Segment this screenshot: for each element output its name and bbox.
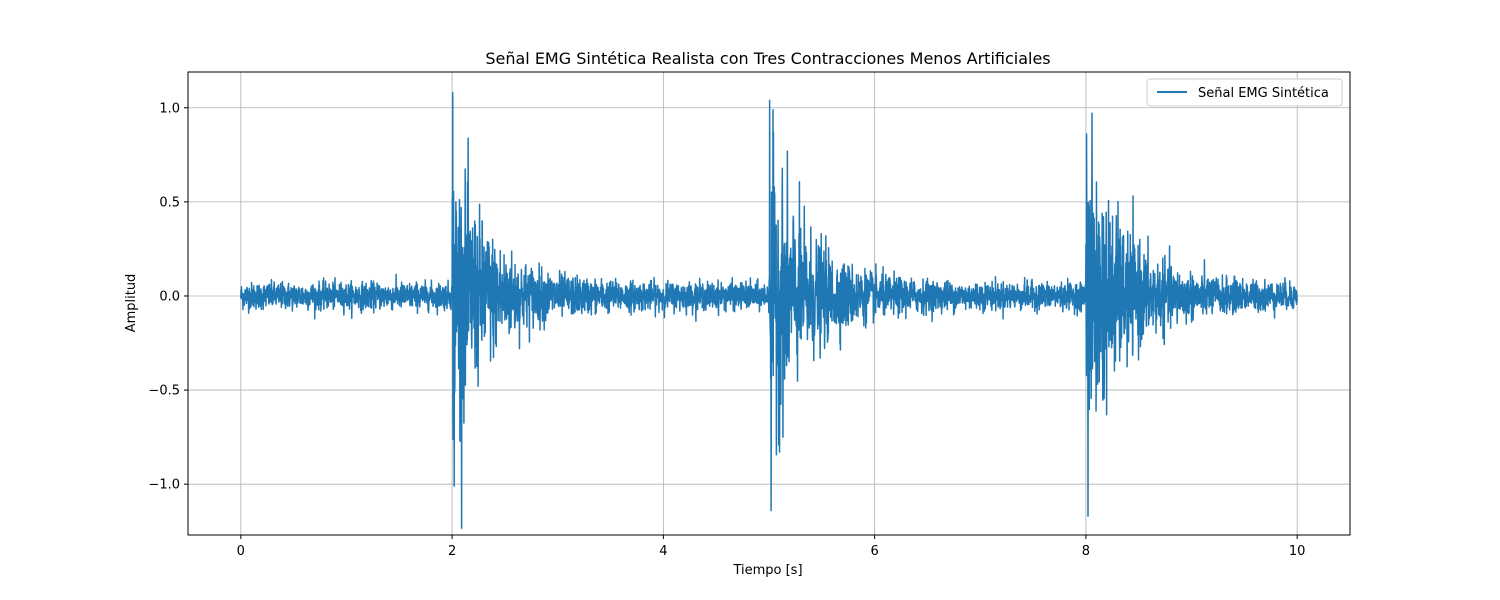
- plot-area: [240, 91, 1298, 529]
- legend-entry-label: Señal EMG Sintética: [1198, 86, 1329, 101]
- x-tick-label: 6: [870, 544, 878, 559]
- axes-frame: [187, 71, 1351, 536]
- legend: Señal EMG Sintética: [1146, 78, 1343, 107]
- chart-title: Señal EMG Sintética Realista con Tres Co…: [485, 49, 1050, 68]
- y-tick-label: 1.0: [159, 101, 180, 116]
- y-tick-label: −1.0: [148, 478, 180, 493]
- y-tick-label: 0.5: [159, 195, 180, 210]
- legend-box: [1146, 78, 1343, 107]
- y-axis-label: Amplitud: [124, 274, 139, 333]
- x-tick-label: 8: [1082, 544, 1090, 559]
- series-line-0: [240, 91, 1298, 529]
- x-tick-label: 4: [659, 544, 667, 559]
- x-axis-label: Tiempo [s]: [732, 563, 802, 578]
- x-tick-label: 10: [1289, 544, 1306, 559]
- x-tick-label: 0: [237, 544, 245, 559]
- y-tick-label: 0.0: [159, 289, 180, 304]
- axes: 0 2 4 6 8 10 −1.0 −0.5 0.0 0.5 1.0: [148, 71, 1351, 559]
- x-tick-label: 2: [448, 544, 456, 559]
- y-tick-label: −0.5: [148, 384, 180, 399]
